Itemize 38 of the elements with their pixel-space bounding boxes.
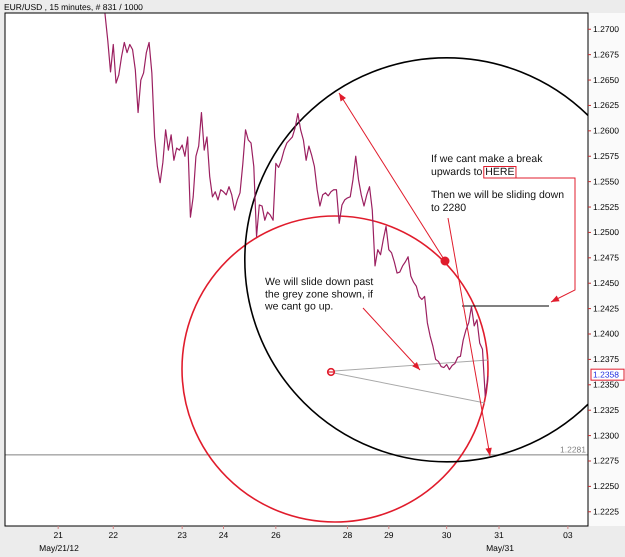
y-tick-label: 1.2300 xyxy=(593,430,620,440)
y-tick-label: 1.2550 xyxy=(593,176,620,186)
y-tick-label: 1.2500 xyxy=(593,227,620,238)
y-tick-label: 1.2475 xyxy=(593,252,620,263)
x-tick-label: 29 xyxy=(384,530,394,540)
text: 1.2358 xyxy=(593,370,620,380)
y-tick-label: 1.2425 xyxy=(593,303,620,314)
y-tick-label: 1.2375 xyxy=(593,354,620,364)
y-tick-label: 1.2225 xyxy=(593,506,620,516)
annotation: If we cant make a break upwards to HERE xyxy=(431,153,544,178)
annotation: We will slide down past the grey zone shown, if we cant go up. xyxy=(264,276,374,313)
y-tick-label: 1.2700 xyxy=(593,24,620,34)
chart-title: EUR/USD , 15 minutes, # 831 / 1000 xyxy=(4,2,144,12)
y-tick-label: 1.2625 xyxy=(593,100,620,110)
annotation: Then we will be sliding down to 2280 xyxy=(431,189,564,214)
y-tick-label: 1.2275 xyxy=(593,456,620,466)
y-tick-label: 1.2525 xyxy=(593,202,620,212)
x-tick-label: 21 xyxy=(53,530,64,540)
y-tick-label: 1.2325 xyxy=(593,404,620,415)
y-tick-label: 1.2450 xyxy=(593,278,620,288)
x-tick-label: 22 xyxy=(108,530,118,540)
y-tick-label: 1.2575 xyxy=(593,150,620,161)
x-tick-label: 30 xyxy=(442,530,452,540)
x-tick-label: 31 xyxy=(494,530,504,540)
x-tick-label: 03 xyxy=(563,530,573,540)
y-tick-label: 1.2675 xyxy=(593,49,620,60)
y-tick-label: 1.2350 xyxy=(593,380,620,390)
y-tick-label: 1.2400 xyxy=(593,328,620,339)
x-tick-label: 28 xyxy=(342,530,352,540)
ref-line-label: 1.2281 xyxy=(560,444,586,454)
x-tick-label: 24 xyxy=(218,530,228,540)
text: May/31 xyxy=(486,543,514,553)
y-tick-label: 1.2600 xyxy=(593,126,620,136)
text: May/21/12 xyxy=(39,543,80,553)
y-tick-label: 1.2650 xyxy=(593,74,620,85)
x-tick-label: 23 xyxy=(177,530,188,540)
x-tick-label: 26 xyxy=(271,530,281,540)
y-tick-label: 1.2250 xyxy=(593,481,620,492)
